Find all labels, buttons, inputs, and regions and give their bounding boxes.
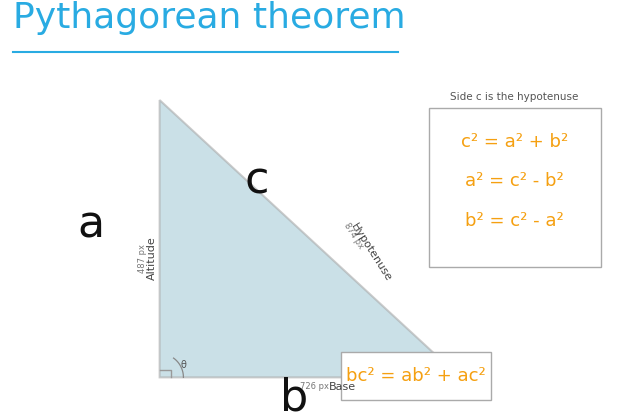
Text: Altitude: Altitude (146, 237, 156, 280)
Text: bc² = ab² + ac²: bc² = ab² + ac² (346, 367, 486, 385)
Text: Pythagorean theorem: Pythagorean theorem (13, 1, 405, 35)
Text: b: b (280, 377, 309, 417)
Bar (341, 352, 491, 400)
Text: 874 px: 874 px (342, 221, 366, 250)
Text: c² = a² + b²: c² = a² + b² (461, 133, 568, 151)
Point (9, 50, 16, 55)
Text: Hypotenuse: Hypotenuse (349, 221, 393, 283)
Bar (429, 108, 601, 267)
Text: 487 px: 487 px (138, 244, 147, 273)
Text: a² = c² - b²: a² = c² - b² (465, 172, 564, 191)
Text: Side c is the hypotenuse: Side c is the hypotenuse (450, 92, 579, 102)
Text: c: c (244, 160, 269, 203)
Polygon shape (160, 100, 460, 377)
Text: 726 px: 726 px (300, 382, 329, 391)
Text: Base: Base (329, 382, 356, 392)
Text: b² = c² - a²: b² = c² - a² (465, 212, 564, 230)
Text: a: a (77, 203, 105, 247)
Text: θ: θ (180, 360, 187, 370)
Point (394, 50, 401, 55)
